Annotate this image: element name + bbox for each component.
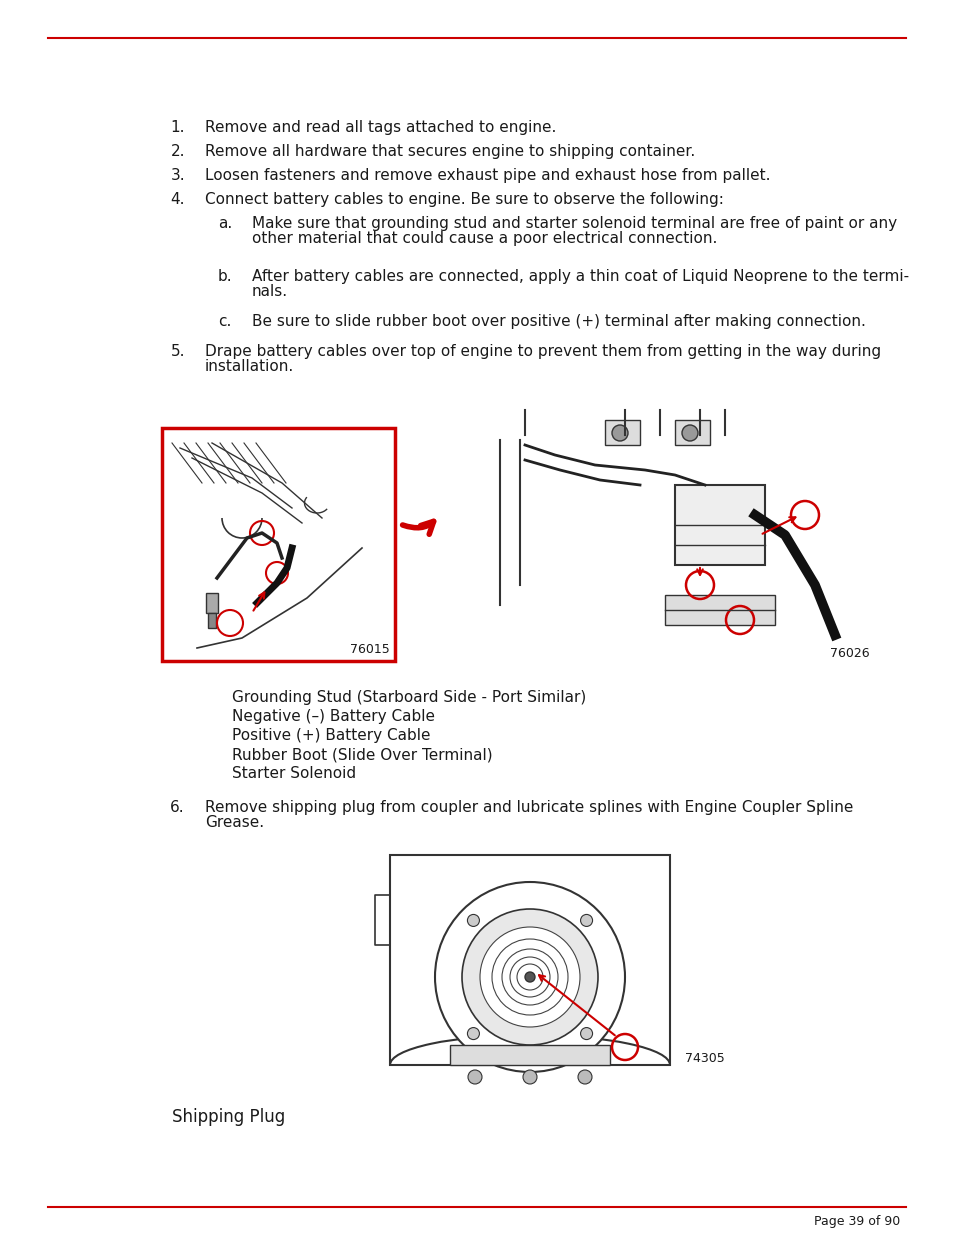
Text: 74305: 74305 <box>684 1052 724 1065</box>
Circle shape <box>517 965 542 990</box>
Text: Remove and read all tags attached to engine.: Remove and read all tags attached to eng… <box>205 120 556 135</box>
Text: 3.: 3. <box>171 168 185 183</box>
Bar <box>390 855 669 1065</box>
Text: installation.: installation. <box>205 359 294 374</box>
Circle shape <box>522 1070 537 1084</box>
Text: Rubber Boot (Slide Over Terminal): Rubber Boot (Slide Over Terminal) <box>232 747 492 762</box>
Text: Connect battery cables to engine. Be sure to observe the following:: Connect battery cables to engine. Be sur… <box>205 191 723 207</box>
Text: Make sure that grounding stud and starter solenoid terminal are free of paint or: Make sure that grounding stud and starte… <box>252 216 896 231</box>
Bar <box>664 595 774 625</box>
Text: Loosen fasteners and remove exhaust pipe and exhaust hose from pallet.: Loosen fasteners and remove exhaust pipe… <box>205 168 770 183</box>
Circle shape <box>510 957 550 997</box>
Circle shape <box>492 939 567 1015</box>
FancyArrowPatch shape <box>402 521 434 535</box>
Bar <box>208 613 215 629</box>
Bar <box>675 420 709 445</box>
Text: other material that could cause a poor electrical connection.: other material that could cause a poor e… <box>252 231 717 246</box>
Circle shape <box>467 1028 479 1040</box>
Text: a.: a. <box>217 216 232 231</box>
Circle shape <box>580 1028 592 1040</box>
Bar <box>450 1045 609 1065</box>
Text: Page 39 of 90: Page 39 of 90 <box>813 1215 899 1229</box>
Bar <box>162 429 395 661</box>
Text: nals.: nals. <box>252 284 288 299</box>
Text: 4.: 4. <box>171 191 185 207</box>
Bar <box>675 485 764 564</box>
Text: 1.: 1. <box>171 120 185 135</box>
Circle shape <box>578 1070 592 1084</box>
Circle shape <box>461 909 598 1045</box>
Text: c.: c. <box>218 314 232 329</box>
Bar <box>206 593 218 613</box>
Text: Grounding Stud (Starboard Side - Port Similar): Grounding Stud (Starboard Side - Port Si… <box>232 690 586 705</box>
Text: Grease.: Grease. <box>205 815 264 830</box>
Text: Starter Solenoid: Starter Solenoid <box>232 766 355 781</box>
Text: Remove all hardware that secures engine to shipping container.: Remove all hardware that secures engine … <box>205 144 695 159</box>
Bar <box>604 420 639 445</box>
Text: 76015: 76015 <box>350 643 390 656</box>
Circle shape <box>467 914 479 926</box>
Text: Shipping Plug: Shipping Plug <box>172 1108 285 1126</box>
Text: Positive (+) Battery Cable: Positive (+) Battery Cable <box>232 727 430 743</box>
Circle shape <box>479 927 579 1028</box>
Text: After battery cables are connected, apply a thin coat of Liquid Neoprene to the : After battery cables are connected, appl… <box>252 269 908 284</box>
Circle shape <box>524 972 535 982</box>
Text: Negative (–) Battery Cable: Negative (–) Battery Cable <box>232 709 435 724</box>
Text: 5.: 5. <box>171 345 185 359</box>
Circle shape <box>435 882 624 1072</box>
Circle shape <box>580 914 592 926</box>
Text: 6.: 6. <box>171 800 185 815</box>
Circle shape <box>501 948 558 1005</box>
Text: 76026: 76026 <box>829 647 869 659</box>
Circle shape <box>681 425 698 441</box>
Circle shape <box>468 1070 481 1084</box>
Text: 2.: 2. <box>171 144 185 159</box>
Text: Remove shipping plug from coupler and lubricate splines with Engine Coupler Spli: Remove shipping plug from coupler and lu… <box>205 800 853 815</box>
Text: Drape battery cables over top of engine to prevent them from getting in the way : Drape battery cables over top of engine … <box>205 345 881 359</box>
Circle shape <box>612 425 627 441</box>
Text: Be sure to slide rubber boot over positive (+) terminal after making connection.: Be sure to slide rubber boot over positi… <box>252 314 865 329</box>
Text: b.: b. <box>217 269 232 284</box>
